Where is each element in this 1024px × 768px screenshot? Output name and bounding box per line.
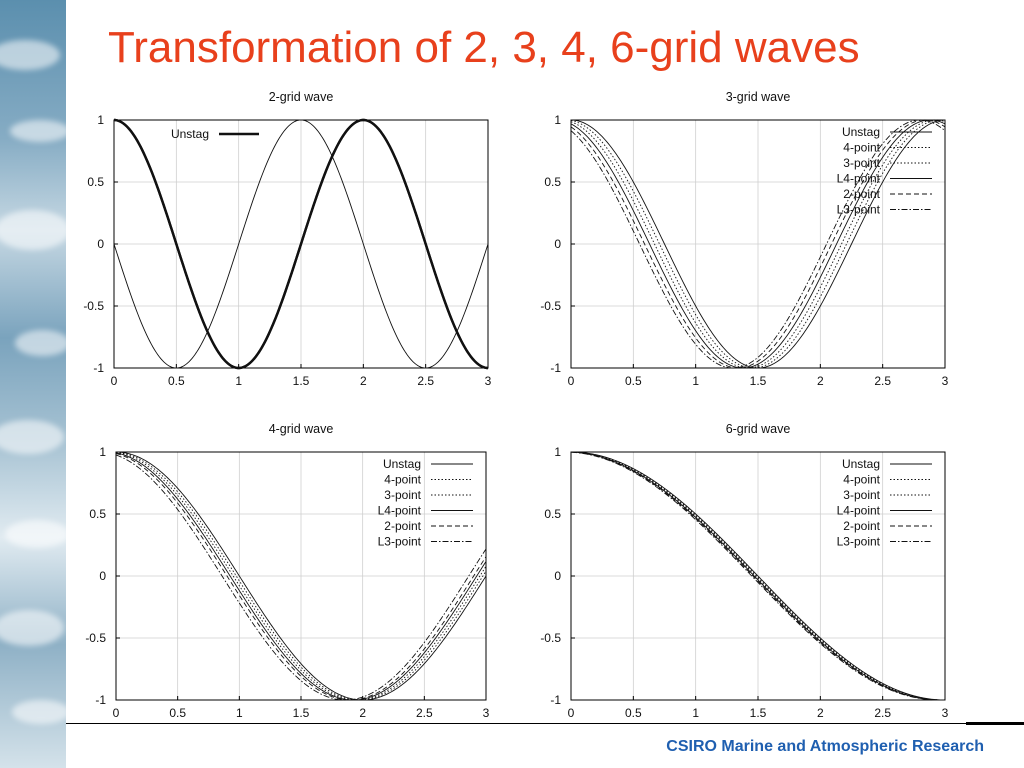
legend-label: 4-point [843,473,880,487]
footer-rule [66,722,1024,725]
legend-label: L4-point [837,504,881,518]
x-tick-label: 0 [568,706,575,720]
x-tick-label: 0.5 [625,706,642,720]
chart-title: 3-grid wave [726,90,791,104]
chart-panel-1: 0 0.5 1 1.5 2 2.5 3 1 0.5 0 -0.5 -1 2-grid wave Unsta… [83,90,491,388]
x-tick-label: 2 [360,374,367,388]
series-line-l4-point [115,452,487,701]
x-tick-label: 3 [485,374,492,388]
y-tick-label: 0.5 [87,175,104,189]
legend-label: 2-point [843,519,880,533]
x-tick-label: 0.5 [169,706,186,720]
y-tick-label: -0.5 [85,631,106,645]
y-tick-label: -0.5 [540,631,561,645]
legend-label: 4-point [843,141,880,155]
x-tick-label: 0 [111,374,118,388]
x-tick-label: 1 [235,374,242,388]
legend-label: Unstag [383,457,421,471]
legend-label: Unstag [171,127,209,141]
y-tick-label: 0 [554,569,561,583]
chart-panel-4: 0 0.5 1 1.5 2 2.5 3 1 0.5 0 -0.5 -1 6-grid wave Unsta… [540,422,948,720]
x-tick-label: 2 [817,706,824,720]
y-tick-label: 1 [554,113,561,127]
series-line-3-point [570,451,946,701]
legend-label: 3-point [384,488,421,502]
x-tick-label: 1.5 [293,706,310,720]
legend-label: 3-point [843,488,880,502]
x-tick-label: 0.5 [625,374,642,388]
series-line-unnamed-1 [113,119,489,369]
y-tick-label: -1 [95,693,106,707]
series-line-unstag [570,451,946,701]
series-line-l4-point [570,119,946,369]
series-line-4-point [570,119,946,369]
x-tick-label: 3 [942,706,949,720]
x-tick-label: 3 [942,374,949,388]
y-tick-label: -1 [550,361,561,375]
x-tick-label: 2.5 [874,374,891,388]
series-line-unstag [115,451,487,701]
x-tick-label: 2.5 [416,706,433,720]
series-line-l4-point [570,451,946,701]
x-tick-label: 1.5 [750,374,767,388]
x-tick-label: 1 [692,374,699,388]
series-line-l3-point [115,454,487,701]
series-line-3-point [570,119,946,369]
series-line-l3-point [570,119,946,369]
chart-title: 4-grid wave [269,422,334,436]
chart-title: 2-grid wave [269,90,334,104]
y-tick-label: 0.5 [89,507,106,521]
x-tick-label: 1.5 [293,374,310,388]
x-tick-label: 2.5 [417,374,434,388]
y-tick-label: 1 [97,113,104,127]
x-tick-label: 1 [692,706,699,720]
y-tick-label: 0.5 [544,175,561,189]
x-tick-label: 1 [236,706,243,720]
y-tick-label: 0 [554,237,561,251]
y-tick-label: -1 [550,693,561,707]
series-line-2-point [570,451,946,701]
charts-area: 0 0.5 1 1.5 2 2.5 3 1 0.5 0 -0.5 -1 2-grid wave Unsta… [83,90,948,720]
legend-label: 4-point [384,473,421,487]
x-tick-label: 0 [113,706,120,720]
chart-title: 6-grid wave [726,422,791,436]
y-tick-label: 1 [554,445,561,459]
series-line-2-point [570,119,946,369]
legend-label: Unstag [842,125,880,139]
x-tick-label: 3 [483,706,490,720]
series-line-2-point [115,453,487,701]
x-tick-label: 1.5 [750,706,767,720]
y-tick-label: 1 [99,445,106,459]
legend-label: L3-point [837,535,881,549]
y-tick-label: -1 [93,361,104,375]
chart-panel-3: 0 0.5 1 1.5 2 2.5 3 1 0.5 0 -0.5 -1 4-grid wave Unsta… [85,422,489,720]
legend-label: 2-point [384,519,421,533]
x-tick-label: 0.5 [168,374,185,388]
legend-label: L3-point [378,535,422,549]
series-line-4-point [570,451,946,701]
y-tick-label: -0.5 [540,299,561,313]
chart-panel-2: 0 0.5 1 1.5 2 2.5 3 1 0.5 0 -0.5 -1 3-grid wave Unsta… [540,90,948,388]
x-tick-label: 2.5 [874,706,891,720]
x-tick-label: 2 [817,374,824,388]
series-line-3-point [115,451,487,701]
footer-organization: CSIRO Marine and Atmospheric Research [666,738,984,755]
legend-label: Unstag [842,457,880,471]
y-tick-label: -0.5 [83,299,104,313]
sky-sidebar-image [0,0,70,768]
y-tick-label: 0 [97,237,104,251]
legend-label: L3-point [837,203,881,217]
legend-label: L4-point [378,504,422,518]
series-line-unstag [570,119,946,369]
slide-title: Transformation of 2, 3, 4, 6-grid waves [108,23,860,72]
x-tick-label: 0 [568,374,575,388]
series-line-unnamed-2 [113,118,489,370]
legend-label: 2-point [843,187,880,201]
y-tick-label: 0 [99,569,106,583]
series-line-l3-point [570,451,946,701]
legend-label: L4-point [837,172,881,186]
x-tick-label: 2 [359,706,366,720]
legend-label: 3-point [843,156,880,170]
y-tick-label: 0.5 [544,507,561,521]
